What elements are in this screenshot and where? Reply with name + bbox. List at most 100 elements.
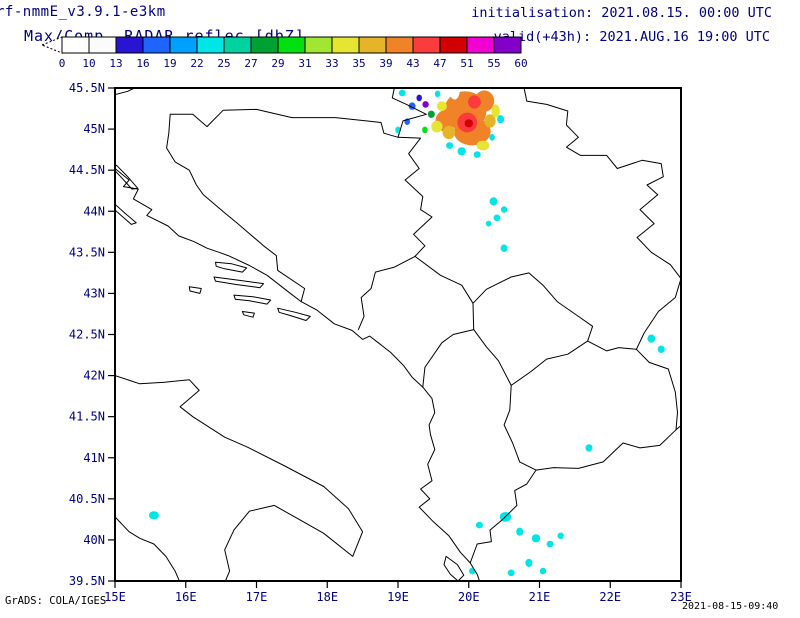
colorbar-tick-label: 33 [325, 57, 338, 70]
y-axis-tick-label: 42N [83, 369, 105, 383]
colorbar-segment [277, 36, 306, 54]
radar-cell [476, 140, 490, 151]
radar-cell [468, 95, 481, 109]
radar-cell [474, 90, 495, 112]
colorbar-tick-label: 39 [379, 57, 392, 70]
radar-cell [416, 94, 423, 102]
border-serbia-bulgaria [635, 194, 681, 350]
coastline-adriatic [115, 168, 481, 581]
colorbar-segment [439, 36, 468, 54]
island [241, 311, 255, 318]
colorbar-legend: 0 10 13 16 19 22 25 27 29 31 33 35 39 43 47 51 55 60 [40, 36, 528, 70]
border-kosovo [472, 272, 594, 386]
radar-cell [516, 527, 524, 536]
radar-cell [525, 558, 533, 567]
colorbar-segment [358, 36, 387, 54]
radar-cell [422, 101, 429, 108]
colorbar-tick-label: 27 [244, 57, 257, 70]
x-axis-tick-label: 22E [599, 590, 621, 604]
colorbar-tick-label: 35 [352, 57, 365, 70]
border-albania-macedonia [503, 384, 537, 471]
coastline-italy-tyrrhenian [115, 516, 180, 581]
radar-cell [457, 147, 466, 156]
colorbar-segment [88, 36, 117, 54]
colorbar-tick-label: 51 [460, 57, 473, 70]
init-time-label: initialisation: 2021.08.15. 00:00 UTC [471, 5, 772, 21]
radar-cell [431, 120, 443, 133]
island [115, 203, 137, 225]
map-plot: 45.5N 45N 44.5N 44N 43.5N 43N 42.5N 42N 41.5N 41N… [69, 81, 692, 604]
border-bosnia [166, 108, 433, 331]
radar-cell [657, 345, 665, 353]
border-montenegro-serbia [414, 255, 474, 304]
radar-cell [546, 540, 554, 548]
colorbar-tick-label: 55 [487, 57, 500, 70]
colorbar-tick-label: 43 [406, 57, 419, 70]
y-axis-tick-label: 45.5N [69, 81, 105, 95]
radar-cell [497, 115, 505, 124]
colorbar-segment [304, 36, 333, 54]
radar-cell [434, 90, 441, 98]
radar-cell [436, 101, 447, 111]
radar-cell [489, 197, 498, 206]
colorbar-tick-label: 60 [514, 57, 527, 70]
radar-cell [647, 334, 656, 343]
radar-cell [449, 88, 460, 100]
model-version-label: rf-nmmE_v3.9.1-e3km [0, 4, 166, 20]
border-serbia-macedonia [587, 340, 637, 352]
colorbar-underflow-arrow [40, 36, 63, 54]
radar-cell [500, 206, 508, 213]
colorbar-segment [385, 36, 414, 54]
colorbar-tick-label: 22 [190, 57, 203, 70]
radar-cell [475, 521, 483, 529]
y-axis-tick-label: 45N [83, 122, 105, 136]
grads-credit: GrADS: COLA/IGES [5, 595, 107, 607]
colorbar-segment [115, 36, 144, 54]
border-albania-montenegro [422, 329, 475, 388]
map-sea-background [115, 88, 681, 581]
radar-cell [531, 534, 541, 543]
colorbar-tick-label: 13 [109, 57, 122, 70]
radar-cell [493, 214, 501, 222]
x-axis-tick-label: 20E [458, 590, 480, 604]
colorbar-tick-label: 0 [59, 57, 66, 70]
radar-cell [446, 142, 454, 149]
radar-cell [422, 126, 428, 134]
creation-timestamp: 2021-08-15-09:40 [682, 601, 779, 612]
colorbar-segment [493, 36, 522, 54]
colorbar-segment [412, 36, 441, 54]
border-serbia-romania [523, 88, 664, 196]
colorbar-segment [61, 36, 90, 54]
y-axis-tick-label: 43.5N [69, 245, 105, 259]
y-axis-tick-label: 41N [83, 451, 105, 465]
y-axis-tick-label: 41.5N [69, 410, 105, 424]
colorbar-tick-label: 10 [82, 57, 95, 70]
radar-cell [585, 444, 593, 452]
radar-cell [485, 220, 492, 227]
x-axis-tick-label: 16E [175, 590, 197, 604]
colorbar-segment [223, 36, 252, 54]
x-axis-tick-label: 18E [316, 590, 338, 604]
radar-cell [442, 125, 456, 139]
radar-cell [473, 151, 481, 158]
border-macedonia-bulgaria [635, 348, 678, 431]
radar-cell [398, 89, 406, 97]
colorbar-tick-label: 31 [298, 57, 311, 70]
y-axis-tick-label: 39.5N [69, 574, 105, 588]
border-croatia-serbia [391, 88, 427, 138]
radar-cell [491, 104, 500, 118]
colorbar-segment [142, 36, 171, 54]
y-axis-tick-label: 44.5N [69, 163, 105, 177]
y-axis-tick-label: 40N [83, 533, 105, 547]
radar-cell [557, 532, 564, 540]
radar-cell [469, 567, 476, 575]
radar-cell [464, 119, 473, 128]
radar-cell [507, 569, 515, 577]
radar-cell [427, 110, 435, 118]
colorbar-tick-label: 29 [271, 57, 284, 70]
radar-cell [539, 567, 547, 575]
radar-cell [484, 114, 496, 128]
colorbar-tick-label: 19 [163, 57, 176, 70]
radar-cell [148, 511, 159, 520]
